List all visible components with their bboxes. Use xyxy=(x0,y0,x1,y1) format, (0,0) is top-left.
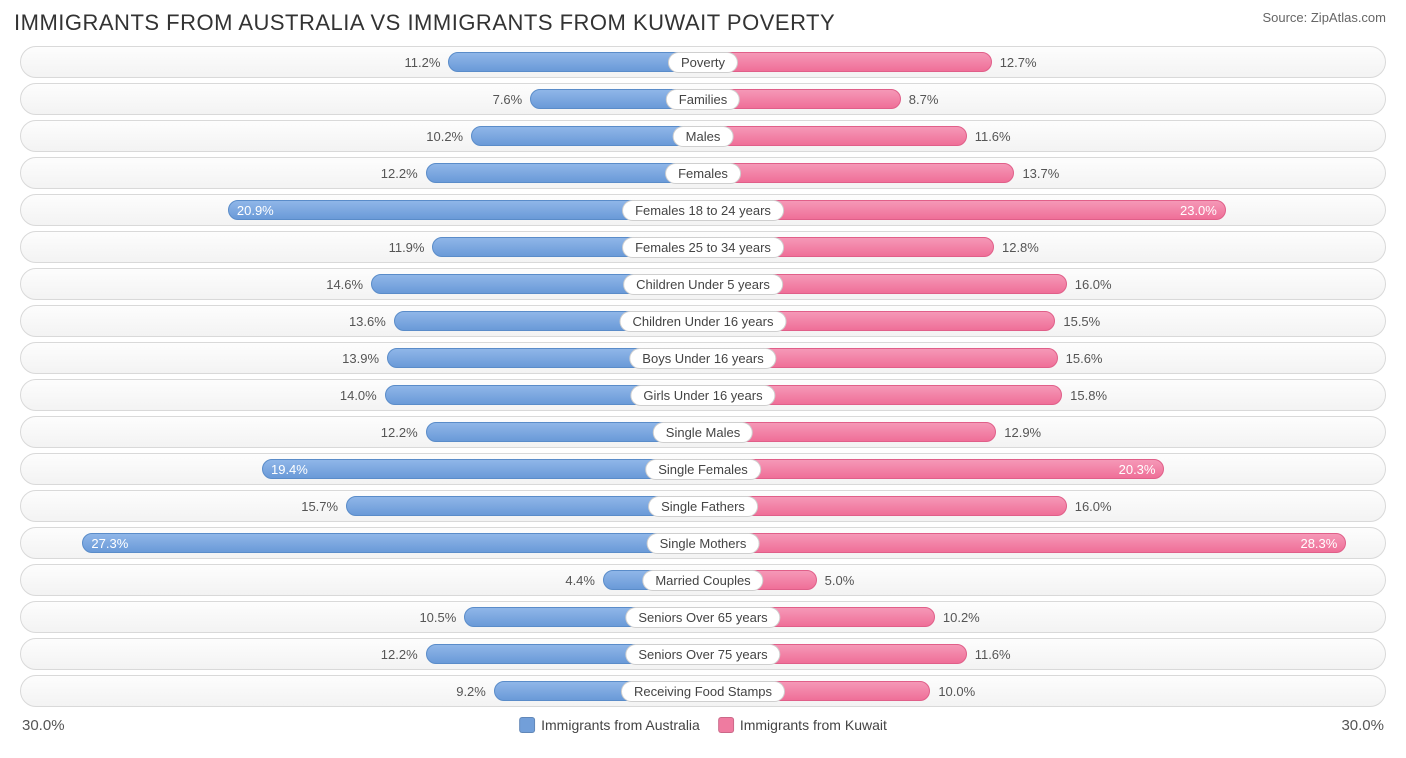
bar-value-right: 12.9% xyxy=(1004,425,1041,440)
bar-value-right: 23.0% xyxy=(1180,203,1217,218)
bar-value-left: 11.9% xyxy=(389,240,425,255)
chart-row: 12.2% 13.7% Females xyxy=(20,157,1386,189)
category-label: Seniors Over 65 years xyxy=(625,607,780,628)
bar-value-left: 14.6% xyxy=(326,277,363,292)
bar-right xyxy=(703,52,992,72)
diverging-bar-chart: 11.2% 12.7% Poverty 7.6% 8.7% Families 10.2% 11… xyxy=(0,42,1406,707)
bar-right: 20.3% xyxy=(703,459,1164,479)
bar-value-right: 10.2% xyxy=(943,610,980,625)
bar-value-right: 13.7% xyxy=(1022,166,1059,181)
chart-row: 20.9% 23.0% Females 18 to 24 years xyxy=(20,194,1386,226)
bar-value-left: 12.2% xyxy=(381,647,418,662)
bar-value-left: 12.2% xyxy=(381,425,418,440)
bar-value-left: 15.7% xyxy=(301,499,338,514)
bar-value-left: 11.2% xyxy=(404,55,440,70)
axis-max-left: 30.0% xyxy=(22,717,65,734)
bar-value-right: 15.6% xyxy=(1066,351,1103,366)
bar-value-left: 12.2% xyxy=(381,166,418,181)
bar-value-right: 16.0% xyxy=(1075,277,1112,292)
bar-value-right: 11.6% xyxy=(975,647,1011,662)
bar-left xyxy=(426,163,703,183)
legend-label-right: Immigrants from Kuwait xyxy=(740,717,887,733)
bar-value-left: 13.9% xyxy=(342,351,379,366)
bar-value-left: 10.5% xyxy=(419,610,456,625)
bar-right xyxy=(703,126,967,146)
category-label: Single Mothers xyxy=(647,533,760,554)
bar-value-right: 15.5% xyxy=(1063,314,1100,329)
bar-value-left: 14.0% xyxy=(340,388,377,403)
bar-left: 27.3% xyxy=(82,533,703,553)
bar-value-right: 8.7% xyxy=(909,92,939,107)
source-attribution: Source: ZipAtlas.com xyxy=(1262,10,1386,25)
bar-value-left: 10.2% xyxy=(426,129,463,144)
chart-title: IMMIGRANTS FROM AUSTRALIA VS IMMIGRANTS … xyxy=(14,10,835,36)
chart-row: 10.5% 10.2% Seniors Over 65 years xyxy=(20,601,1386,633)
category-label: Females 25 to 34 years xyxy=(622,237,784,258)
bar-value-left: 7.6% xyxy=(493,92,523,107)
bar-value-right: 20.3% xyxy=(1119,462,1156,477)
bar-left: 19.4% xyxy=(262,459,703,479)
category-label: Males xyxy=(673,126,734,147)
chart-row: 12.2% 12.9% Single Males xyxy=(20,416,1386,448)
chart-row: 19.4% 20.3% Single Females xyxy=(20,453,1386,485)
chart-row: 13.9% 15.6% Boys Under 16 years xyxy=(20,342,1386,374)
legend-swatch-right xyxy=(718,717,734,733)
chart-row: 11.9% 12.8% Females 25 to 34 years xyxy=(20,231,1386,263)
bar-value-right: 10.0% xyxy=(938,684,975,699)
source-name: ZipAtlas.com xyxy=(1311,10,1386,25)
category-label: Poverty xyxy=(668,52,738,73)
legend-item-left: Immigrants from Australia xyxy=(519,717,700,733)
bar-value-right: 16.0% xyxy=(1075,499,1112,514)
chart-row: 9.2% 10.0% Receiving Food Stamps xyxy=(20,675,1386,707)
bar-value-right: 5.0% xyxy=(825,573,855,588)
bar-value-right: 12.7% xyxy=(1000,55,1037,70)
bar-value-left: 20.9% xyxy=(237,203,274,218)
bar-left xyxy=(448,52,703,72)
category-label: Receiving Food Stamps xyxy=(621,681,785,702)
legend-label-left: Immigrants from Australia xyxy=(541,717,700,733)
category-label: Females xyxy=(665,163,741,184)
bar-value-left: 27.3% xyxy=(91,536,128,551)
bar-right: 28.3% xyxy=(703,533,1346,553)
bar-value-left: 19.4% xyxy=(271,462,308,477)
chart-row: 4.4% 5.0% Married Couples xyxy=(20,564,1386,596)
chart-row: 10.2% 11.6% Males xyxy=(20,120,1386,152)
legend: Immigrants from Australia Immigrants fro… xyxy=(519,717,887,733)
category-label: Single Males xyxy=(653,422,753,443)
category-label: Single Females xyxy=(645,459,761,480)
axis-max-right: 30.0% xyxy=(1341,717,1384,734)
category-label: Families xyxy=(666,89,740,110)
chart-row: 14.6% 16.0% Children Under 5 years xyxy=(20,268,1386,300)
chart-row: 12.2% 11.6% Seniors Over 75 years xyxy=(20,638,1386,670)
chart-row: 13.6% 15.5% Children Under 16 years xyxy=(20,305,1386,337)
category-label: Girls Under 16 years xyxy=(630,385,775,406)
bar-left xyxy=(471,126,703,146)
source-prefix: Source: xyxy=(1262,10,1310,25)
category-label: Children Under 5 years xyxy=(623,274,783,295)
chart-row: 11.2% 12.7% Poverty xyxy=(20,46,1386,78)
category-label: Females 18 to 24 years xyxy=(622,200,784,221)
chart-row: 15.7% 16.0% Single Fathers xyxy=(20,490,1386,522)
chart-row: 27.3% 28.3% Single Mothers xyxy=(20,527,1386,559)
bar-value-right: 12.8% xyxy=(1002,240,1039,255)
legend-swatch-left xyxy=(519,717,535,733)
bar-value-right: 28.3% xyxy=(1300,536,1337,551)
chart-row: 14.0% 15.8% Girls Under 16 years xyxy=(20,379,1386,411)
bar-right xyxy=(703,163,1014,183)
chart-row: 7.6% 8.7% Families xyxy=(20,83,1386,115)
category-label: Boys Under 16 years xyxy=(629,348,776,369)
legend-item-right: Immigrants from Kuwait xyxy=(718,717,887,733)
bar-value-left: 9.2% xyxy=(456,684,486,699)
category-label: Seniors Over 75 years xyxy=(625,644,780,665)
bar-value-right: 11.6% xyxy=(975,129,1011,144)
category-label: Married Couples xyxy=(642,570,763,591)
bar-value-left: 4.4% xyxy=(565,573,595,588)
category-label: Single Fathers xyxy=(648,496,758,517)
category-label: Children Under 16 years xyxy=(620,311,787,332)
bar-value-right: 15.8% xyxy=(1070,388,1107,403)
bar-value-left: 13.6% xyxy=(349,314,386,329)
